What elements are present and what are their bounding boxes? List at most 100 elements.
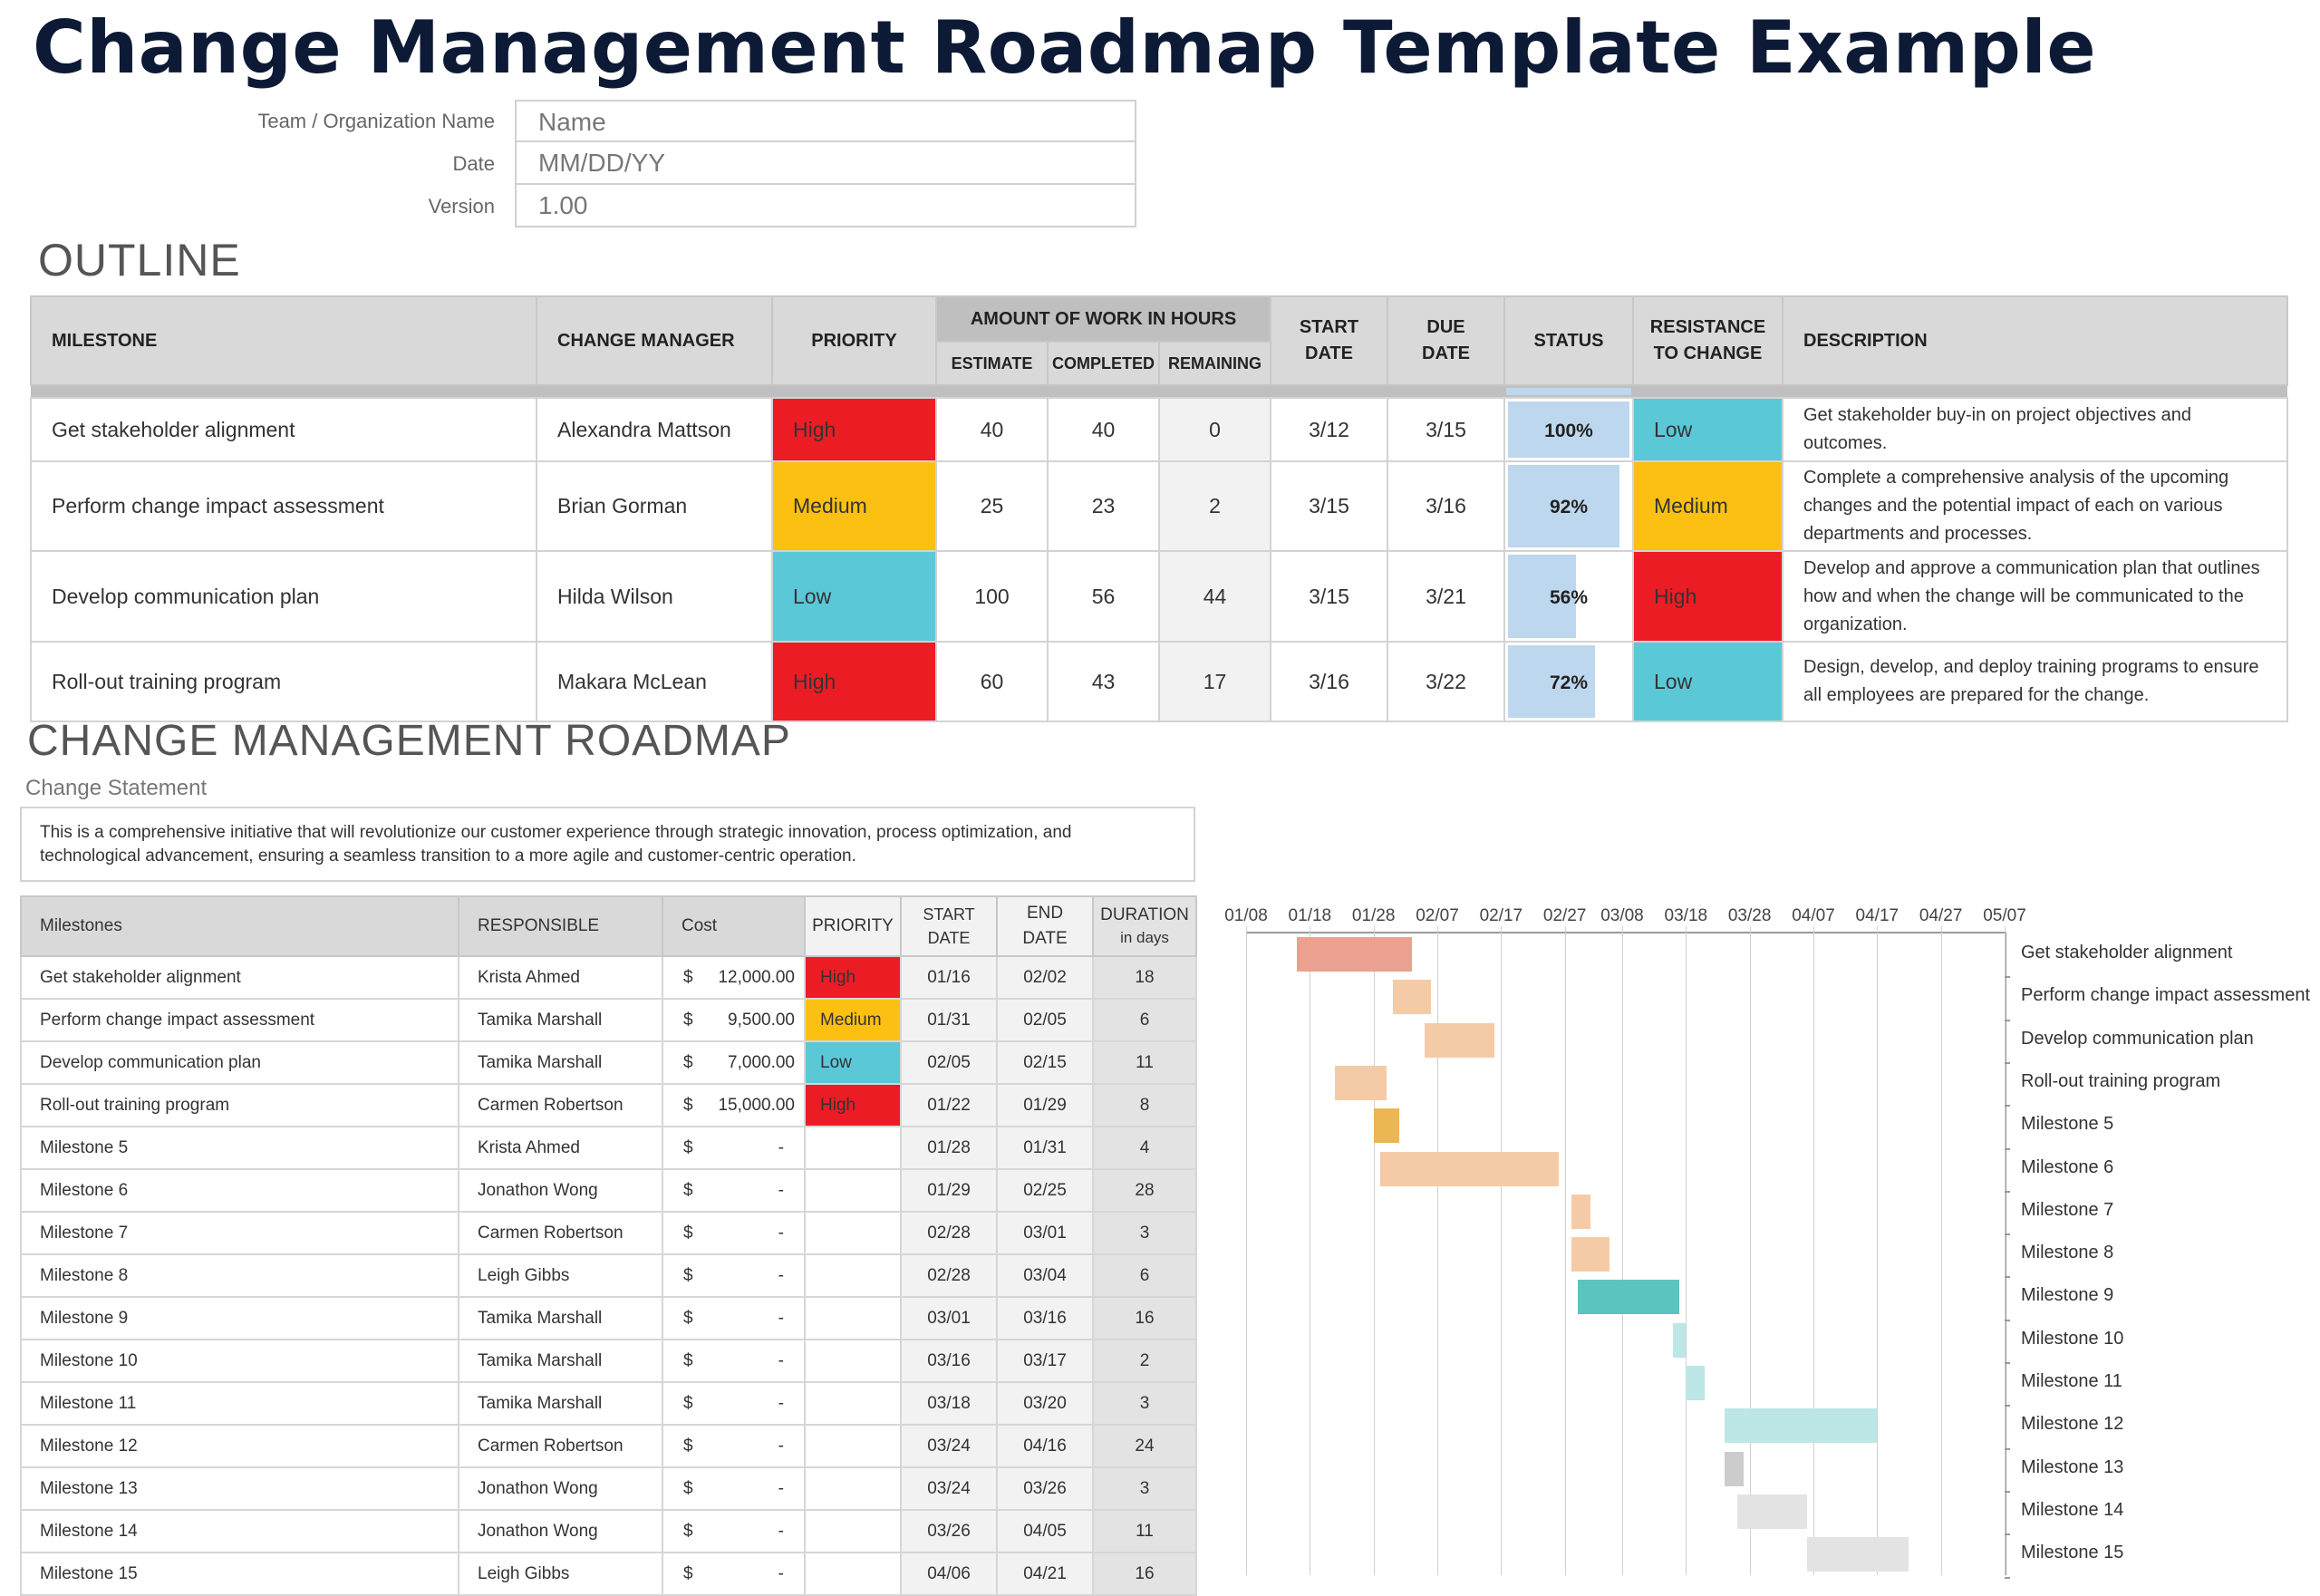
start-date-cell[interactable]: 04/06 (900, 1552, 998, 1596)
cost-cell[interactable]: $15,000.00 (662, 1083, 806, 1127)
priority-cell[interactable]: High (771, 397, 937, 462)
priority-cell[interactable] (804, 1168, 902, 1213)
cost-cell[interactable]: $ - (662, 1339, 806, 1383)
gantt-bar[interactable] (1686, 1366, 1706, 1400)
gantt-bar[interactable] (1424, 1022, 1495, 1058)
responsible-cell[interactable]: Tamika Marshall (458, 1040, 663, 1085)
start-date-cell[interactable]: 02/28 (900, 1253, 998, 1298)
resistance-cell[interactable]: Low (1632, 397, 1784, 462)
start-date-cell[interactable]: 03/24 (900, 1424, 998, 1468)
priority-cell[interactable] (804, 1381, 902, 1426)
priority-cell[interactable] (804, 1296, 902, 1340)
cost-cell[interactable]: $ - (662, 1211, 806, 1255)
end-date-cell[interactable]: 04/21 (996, 1552, 1094, 1596)
start-date-cell[interactable]: 3/15 (1270, 550, 1388, 643)
date-field[interactable]: MM/DD/YY (515, 142, 1136, 185)
milestone-cell[interactable]: Get stakeholder alignment (30, 397, 537, 462)
priority-cell[interactable] (804, 1552, 902, 1596)
milestone-name-cell[interactable]: Get stakeholder alignment (20, 955, 459, 1000)
gantt-bar[interactable] (1736, 1494, 1807, 1529)
responsible-cell[interactable]: Jonathon Wong (458, 1466, 663, 1511)
end-date-cell[interactable]: 03/01 (996, 1211, 1094, 1255)
description-cell[interactable]: Design, develop, and deploy training pro… (1782, 641, 2288, 722)
change-statement-field[interactable]: This is a comprehensive initiative that … (20, 807, 1195, 882)
description-cell[interactable]: Develop and approve a communication plan… (1782, 550, 2288, 643)
cost-cell[interactable]: $9,500.00 (662, 998, 806, 1042)
cost-cell[interactable]: $12,000.00 (662, 955, 806, 1000)
gantt-bar[interactable] (1806, 1537, 1909, 1572)
priority-cell[interactable]: High (804, 1083, 902, 1127)
start-date-cell[interactable]: 03/24 (900, 1466, 998, 1511)
estimate-cell[interactable]: 60 (935, 641, 1049, 722)
team-name-field[interactable]: Name (515, 100, 1136, 142)
milestone-name-cell[interactable]: Roll-out training program (20, 1083, 459, 1127)
start-date-cell[interactable]: 01/31 (900, 998, 998, 1042)
responsible-cell[interactable]: Leigh Gibbs (458, 1552, 663, 1596)
responsible-cell[interactable]: Tamika Marshall (458, 1296, 663, 1340)
responsible-cell[interactable]: Jonathon Wong (458, 1509, 663, 1553)
end-date-cell[interactable]: 03/04 (996, 1253, 1094, 1298)
priority-cell[interactable]: Low (771, 550, 937, 643)
completed-cell[interactable]: 56 (1047, 550, 1160, 643)
resistance-cell[interactable]: High (1632, 550, 1784, 643)
milestone-name-cell[interactable]: Milestone 12 (20, 1424, 459, 1468)
gantt-bar[interactable] (1571, 1194, 1590, 1229)
manager-cell[interactable]: Makara McLean (536, 641, 773, 722)
start-date-cell[interactable]: 02/05 (900, 1040, 998, 1085)
description-cell[interactable]: Complete a comprehensive analysis of the… (1782, 460, 2288, 552)
milestone-name-cell[interactable]: Milestone 9 (20, 1296, 459, 1340)
milestone-name-cell[interactable]: Develop communication plan (20, 1040, 459, 1085)
milestone-name-cell[interactable]: Perform change impact assessment (20, 998, 459, 1042)
estimate-cell[interactable]: 25 (935, 460, 1049, 552)
responsible-cell[interactable]: Carmen Robertson (458, 1424, 663, 1468)
due-date-cell[interactable]: 3/21 (1387, 550, 1505, 643)
responsible-cell[interactable]: Carmen Robertson (458, 1211, 663, 1255)
milestone-name-cell[interactable]: Milestone 14 (20, 1509, 459, 1553)
start-date-cell[interactable]: 3/15 (1270, 460, 1388, 552)
due-date-cell[interactable]: 3/22 (1387, 641, 1505, 722)
responsible-cell[interactable]: Krista Ahmed (458, 1126, 663, 1170)
milestone-name-cell[interactable]: Milestone 5 (20, 1126, 459, 1170)
milestone-name-cell[interactable]: Milestone 13 (20, 1466, 459, 1511)
start-date-cell[interactable]: 01/22 (900, 1083, 998, 1127)
start-date-cell[interactable]: 01/29 (900, 1168, 998, 1213)
milestone-name-cell[interactable]: Milestone 7 (20, 1211, 459, 1255)
estimate-cell[interactable]: 100 (935, 550, 1049, 643)
gantt-bar[interactable] (1571, 1237, 1610, 1272)
responsible-cell[interactable]: Carmen Robertson (458, 1083, 663, 1127)
completed-cell[interactable]: 23 (1047, 460, 1160, 552)
start-date-cell[interactable]: 01/16 (900, 955, 998, 1000)
version-field[interactable]: 1.00 (515, 185, 1136, 227)
milestone-cell[interactable]: Develop communication plan (30, 550, 537, 643)
end-date-cell[interactable]: 02/02 (996, 955, 1094, 1000)
gantt-bar[interactable] (1724, 1408, 1878, 1444)
start-date-cell[interactable]: 03/26 (900, 1509, 998, 1553)
end-date-cell[interactable]: 04/05 (996, 1509, 1094, 1553)
start-date-cell[interactable]: 3/16 (1270, 641, 1388, 722)
cost-cell[interactable]: $ - (662, 1296, 806, 1340)
gantt-bar[interactable] (1335, 1065, 1387, 1100)
milestone-name-cell[interactable]: Milestone 10 (20, 1339, 459, 1383)
milestone-name-cell[interactable]: Milestone 6 (20, 1168, 459, 1213)
cost-cell[interactable]: $ - (662, 1509, 806, 1553)
gantt-bar[interactable] (1724, 1451, 1744, 1486)
completed-cell[interactable]: 40 (1047, 397, 1160, 462)
cost-cell[interactable]: $ - (662, 1126, 806, 1170)
manager-cell[interactable]: Brian Gorman (536, 460, 773, 552)
manager-cell[interactable]: Alexandra Mattson (536, 397, 773, 462)
cost-cell[interactable]: $ - (662, 1466, 806, 1511)
priority-cell[interactable] (804, 1126, 902, 1170)
priority-cell[interactable] (804, 1253, 902, 1298)
cost-cell[interactable]: $7,000.00 (662, 1040, 806, 1085)
gantt-bar[interactable] (1297, 937, 1412, 972)
end-date-cell[interactable]: 03/20 (996, 1381, 1094, 1426)
end-date-cell[interactable]: 01/31 (996, 1126, 1094, 1170)
priority-cell[interactable] (804, 1509, 902, 1553)
milestone-name-cell[interactable]: Milestone 15 (20, 1552, 459, 1596)
responsible-cell[interactable]: Jonathon Wong (458, 1168, 663, 1213)
end-date-cell[interactable]: 02/25 (996, 1168, 1094, 1213)
priority-cell[interactable] (804, 1424, 902, 1468)
start-date-cell[interactable]: 03/16 (900, 1339, 998, 1383)
resistance-cell[interactable]: Low (1632, 641, 1784, 722)
responsible-cell[interactable]: Tamika Marshall (458, 1339, 663, 1383)
